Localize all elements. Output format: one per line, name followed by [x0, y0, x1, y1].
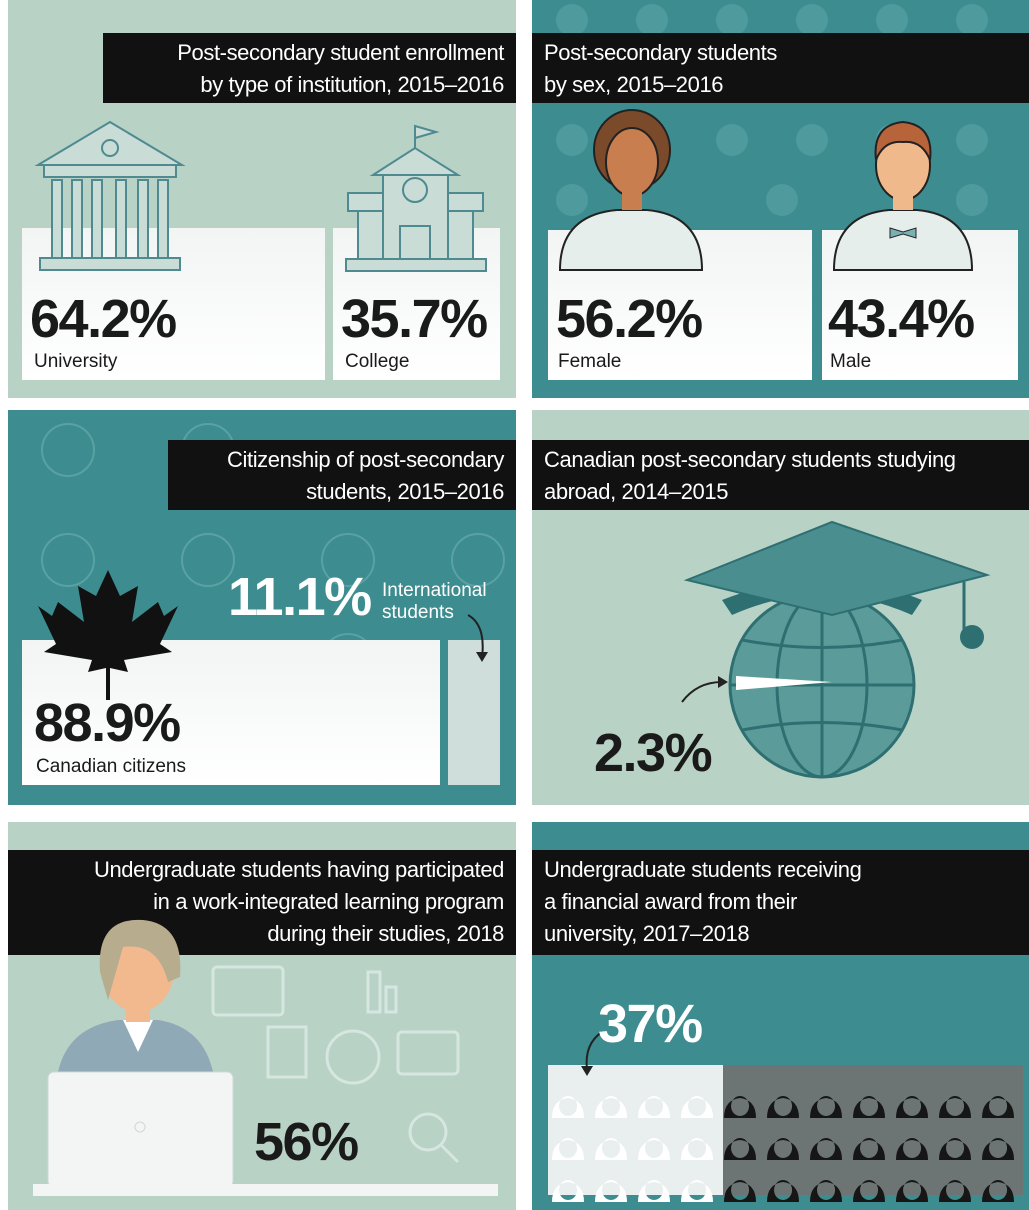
- stat-value: 64.2%: [30, 292, 176, 346]
- decoration: [400, 226, 430, 259]
- stat-value: 56%: [254, 1115, 358, 1169]
- stat-value: 88.9%: [34, 696, 180, 750]
- decoration: [410, 1114, 446, 1150]
- stat-value: 11.1%: [228, 570, 371, 624]
- decoration: [373, 148, 458, 175]
- decoration: [158, 180, 168, 258]
- decoration: [327, 1031, 379, 1083]
- decoration: [386, 987, 396, 1012]
- stat-value: 56.2%: [556, 292, 702, 346]
- stat-label: College: [345, 351, 409, 373]
- stat-value: 35.7%: [341, 292, 487, 346]
- decoration: [33, 1184, 498, 1196]
- decoration: [403, 178, 427, 202]
- stat-label: Canadian citizens: [36, 756, 186, 778]
- decoration: [38, 122, 486, 271]
- infographic: Post-secondary student enrollment by typ…: [0, 0, 1029, 1210]
- panel-award: Undergraduate students receiving a finan…: [532, 822, 1029, 1210]
- stat-value: 37%: [598, 997, 702, 1051]
- decoration: [560, 210, 702, 270]
- panel-enrollment: Post-secondary student enrollment by typ…: [8, 0, 516, 398]
- panel-abroad: Canadian post-secondary students studyin…: [532, 410, 1029, 805]
- decoration: [116, 180, 126, 258]
- decoration: [52, 180, 62, 258]
- stat-label: Male: [830, 351, 871, 373]
- panel-citizenship: Citizenship of post-secondary students, …: [8, 410, 516, 805]
- stat-value: 2.3%: [594, 726, 711, 780]
- decoration: [893, 196, 913, 210]
- decoration: [682, 682, 722, 702]
- decoration: [441, 1145, 458, 1162]
- stat-label: University: [34, 351, 117, 373]
- decoration: [48, 1072, 233, 1187]
- decoration: [38, 570, 178, 700]
- decoration: [834, 210, 972, 270]
- panel-sex: Post-secondary students by sex, 2015–201…: [532, 0, 1029, 398]
- decoration: [606, 128, 658, 196]
- stat-label: Female: [558, 351, 621, 373]
- decoration: [346, 259, 486, 271]
- decoration: [476, 652, 488, 662]
- decoration: [548, 1065, 723, 1195]
- stat-value: 43.4%: [828, 292, 974, 346]
- decoration: [398, 1032, 458, 1074]
- decoration: [368, 972, 380, 1012]
- decoration: [268, 1027, 306, 1077]
- stat-label: International students: [382, 580, 502, 624]
- decoration: [44, 165, 176, 177]
- decoration: [960, 625, 984, 649]
- decoration: [622, 192, 642, 210]
- decoration: [72, 180, 82, 258]
- decoration: [718, 676, 728, 688]
- decoration: [102, 140, 118, 156]
- panel-work: Undergraduate students having participat…: [8, 822, 516, 1210]
- decoration: [40, 258, 180, 270]
- decoration: [415, 126, 436, 138]
- decoration: [213, 967, 283, 1015]
- decoration: [92, 180, 102, 258]
- decoration: [723, 1065, 1023, 1195]
- decoration: [138, 180, 148, 258]
